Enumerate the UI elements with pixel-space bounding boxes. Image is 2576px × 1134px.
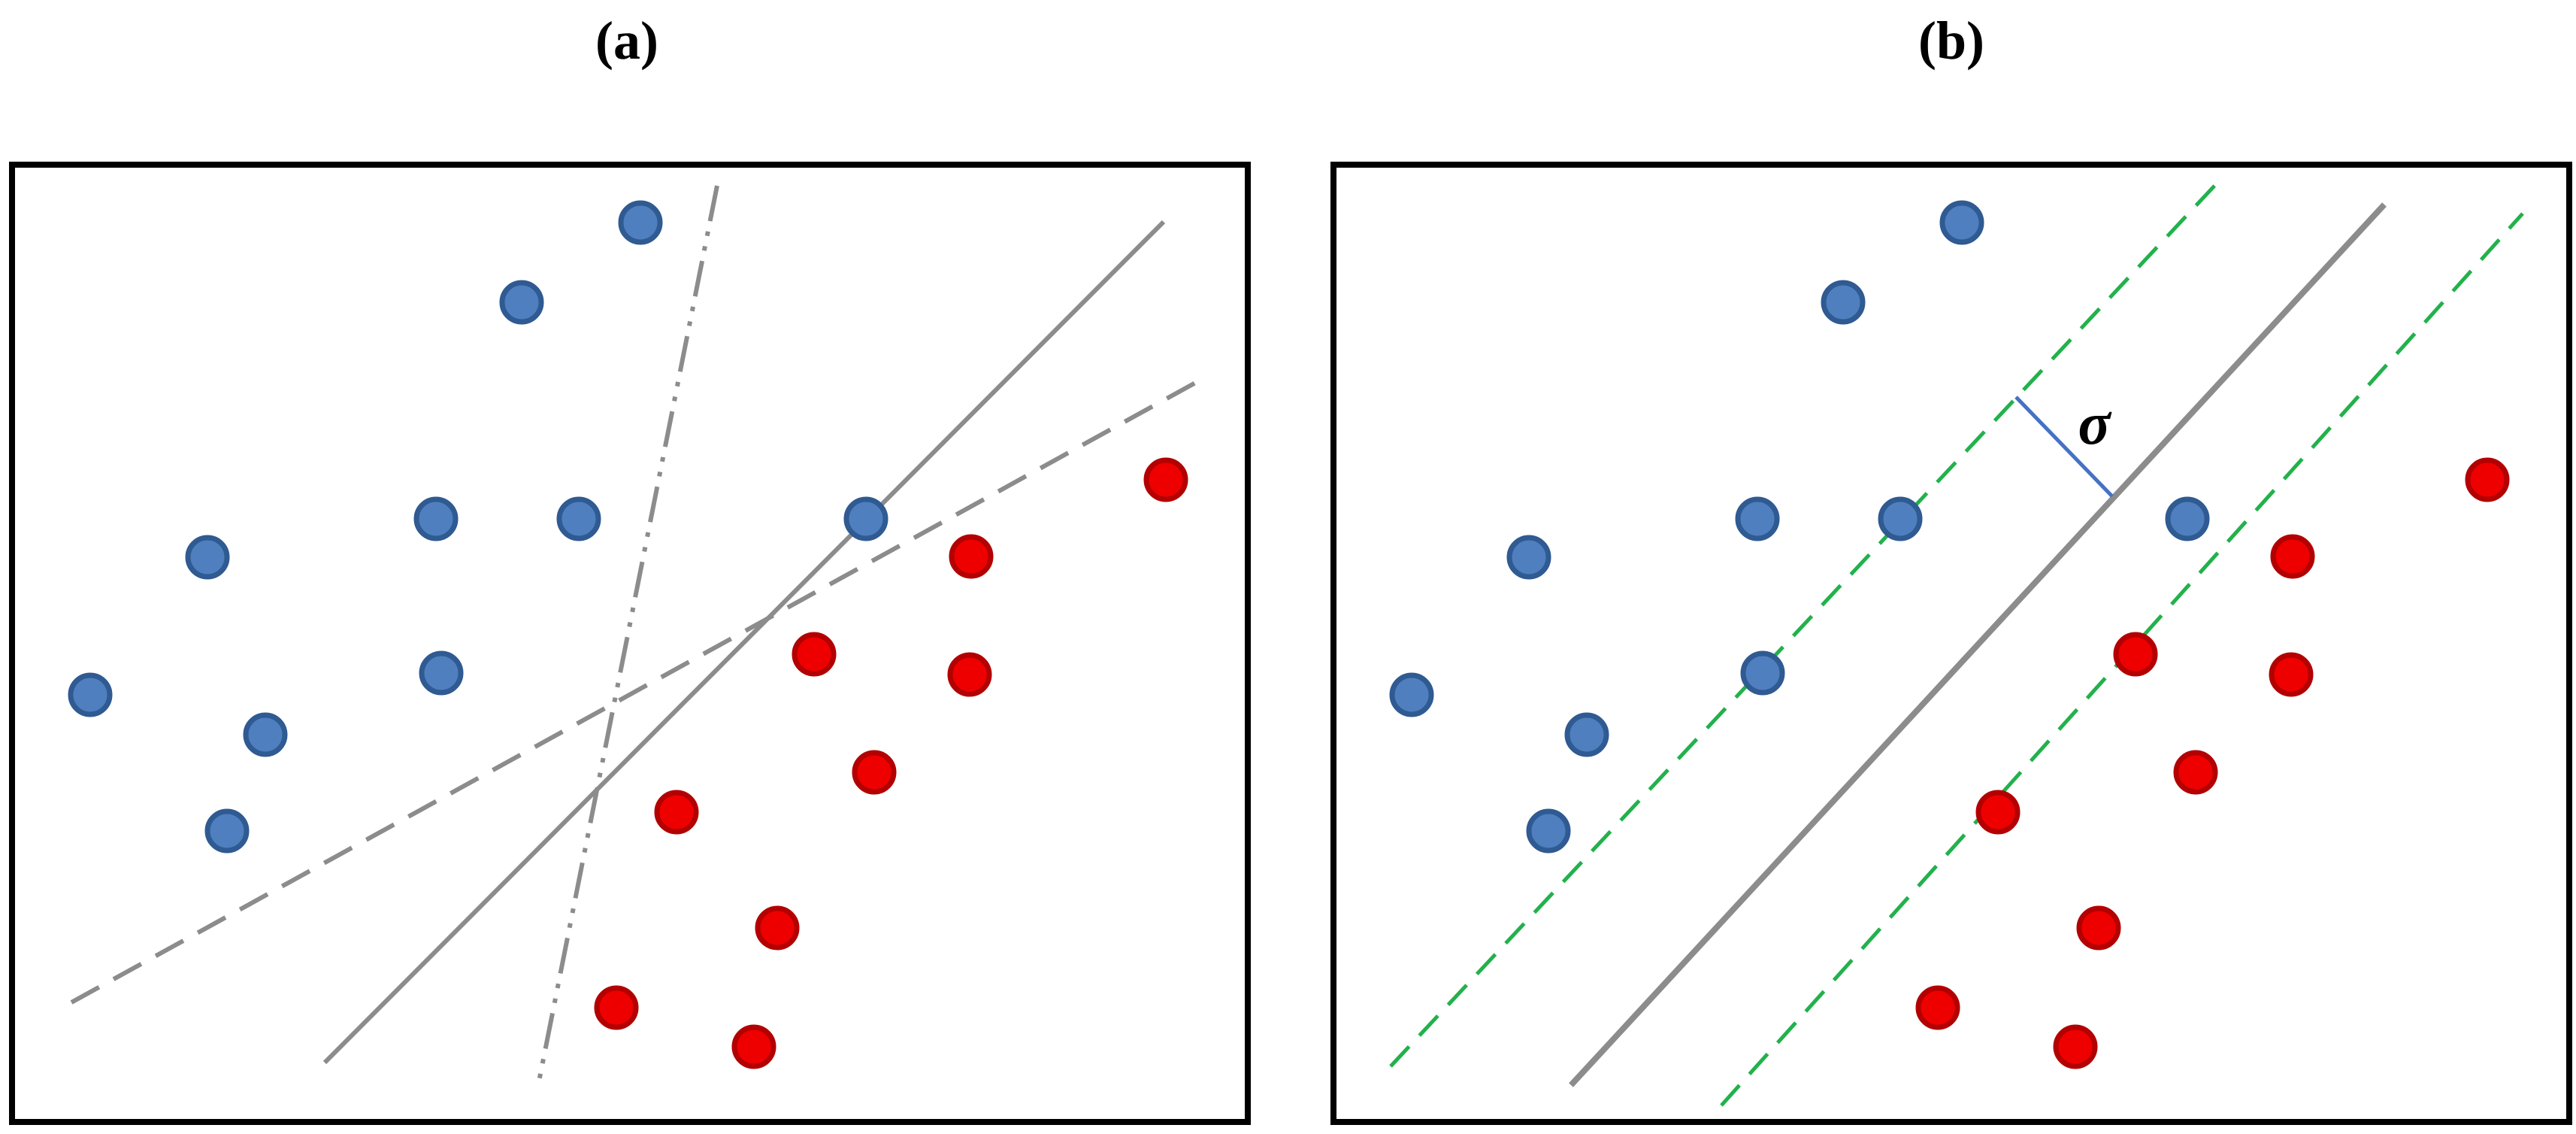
red-data-point-1 (2465, 457, 2510, 502)
blue-data-point-10 (1526, 808, 1571, 854)
blue-data-point-7 (68, 672, 113, 717)
panel-a-blue-points (68, 200, 888, 854)
upper-margin-line (1389, 183, 2217, 1068)
red-data-point-1 (1143, 457, 1188, 502)
blue-data-point-4 (1878, 496, 1923, 541)
separator-line-dashed (70, 375, 1206, 1005)
red-data-point-3 (2113, 632, 2158, 677)
red-data-point-7 (2076, 905, 2121, 951)
blue-data-point-10 (204, 808, 250, 854)
red-data-point-9 (2053, 1024, 2098, 1069)
separator-line-dash-dot (536, 185, 719, 1086)
red-data-point-9 (731, 1024, 776, 1069)
red-data-point-2 (949, 534, 994, 579)
blue-data-point-2 (1821, 280, 1866, 325)
blue-data-point-9 (419, 650, 464, 696)
panel-b-frame (1330, 162, 2572, 1125)
blue-data-point-7 (1389, 672, 1434, 717)
blue-data-point-3 (1735, 496, 1780, 541)
margin-sigma-label: σ (2078, 391, 2111, 457)
red-data-point-3 (792, 632, 837, 677)
decision-boundary-line (1569, 202, 2387, 1087)
red-data-point-8 (594, 985, 639, 1030)
blue-data-point-9 (1740, 650, 1785, 696)
panel-b-blue-points (1389, 200, 2210, 854)
red-data-point-7 (755, 905, 800, 951)
panel-a-frame (9, 162, 1251, 1125)
margin-width-marker (2014, 396, 2114, 498)
blue-data-point-8 (1564, 712, 1609, 757)
panel-b-red-points (1915, 457, 2510, 1069)
red-data-point-6 (654, 790, 699, 835)
panel-a-label: (a) (595, 11, 658, 71)
panel-a: (a) (9, 11, 1251, 1125)
panel-a-separators (70, 185, 1206, 1086)
red-data-point-4 (947, 652, 992, 697)
red-data-point-4 (2269, 652, 2314, 697)
red-data-point-8 (1915, 985, 1960, 1030)
blue-data-point-5 (843, 496, 888, 541)
blue-data-point-3 (413, 496, 459, 541)
blue-data-point-4 (556, 496, 601, 541)
blue-data-point-6 (185, 535, 230, 580)
blue-data-point-2 (499, 280, 544, 325)
blue-data-point-1 (618, 200, 663, 245)
red-data-point-5 (852, 750, 897, 795)
red-data-point-6 (1975, 790, 2021, 835)
panel-a-red-points (594, 457, 1188, 1069)
panel-b: (b) σ (1330, 11, 2572, 1125)
blue-data-point-6 (1506, 535, 1551, 580)
blue-data-point-5 (2165, 496, 2210, 541)
panel-b-lines: σ (1389, 183, 2524, 1107)
red-data-point-2 (2270, 534, 2315, 579)
separator-line-solid (322, 220, 1166, 1065)
red-data-point-5 (2173, 750, 2218, 795)
blue-data-point-8 (243, 712, 288, 757)
panel-b-label: (b) (1918, 11, 1984, 71)
blue-data-point-1 (1939, 200, 1984, 245)
